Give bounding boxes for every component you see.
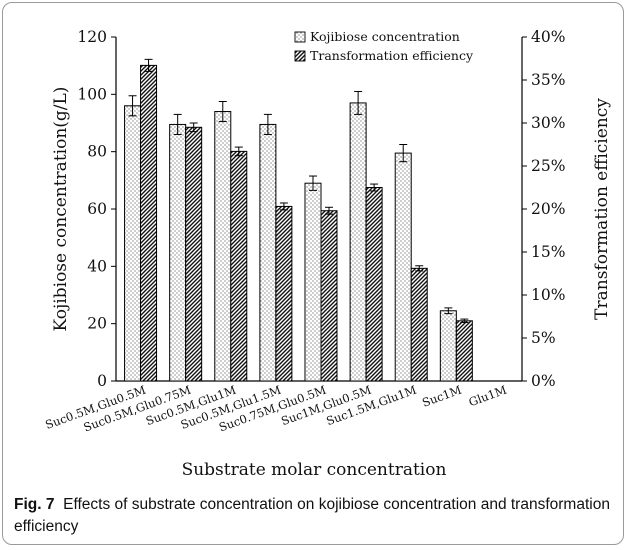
legend: Kojibiose concentration Transformation e… xyxy=(294,29,474,63)
left-ticks: 0 20 40 60 80 100 120 xyxy=(77,28,116,390)
bar-efficiency xyxy=(365,187,383,382)
left-tick-label: 80 xyxy=(87,143,107,161)
right-tick-label: 40% xyxy=(531,28,565,46)
bar-kojibiose xyxy=(439,310,457,382)
bar-efficiency xyxy=(140,64,158,382)
bar-efficiency xyxy=(230,150,248,382)
bar-efficiency xyxy=(320,210,338,382)
y-axis-left-label: Kojibiose concentration(g/L) xyxy=(51,87,71,332)
right-tick-label: 20% xyxy=(531,200,565,218)
x-axis-label: Substrate molar concentration xyxy=(182,460,447,480)
left-tick-label: 0 xyxy=(97,372,107,390)
left-tick-label: 20 xyxy=(87,315,107,333)
caption-text: Effects of substrate concentration on ko… xyxy=(14,496,610,535)
bar-kojibiose xyxy=(169,123,187,382)
bar-efficiency xyxy=(275,205,293,382)
right-tick-label: 0% xyxy=(531,372,556,390)
right-tick-label: 15% xyxy=(531,243,565,261)
left-tick-label: 100 xyxy=(77,85,107,103)
right-tick-label: 35% xyxy=(531,71,565,89)
left-tick-label: 40 xyxy=(87,257,107,275)
bar-kojibiose xyxy=(124,105,142,382)
bar-kojibiose xyxy=(214,111,232,382)
caption-label: Fig. 7 xyxy=(14,496,55,513)
bar-kojibiose xyxy=(349,102,367,382)
bar-efficiency xyxy=(410,267,428,382)
right-tick-label: 25% xyxy=(531,157,565,175)
x-tick-label: Suc1M xyxy=(420,383,463,410)
y-axis-right-label: Transformation efficiency xyxy=(592,98,612,320)
right-ticks: 0% 5% 10% 15% 20% 25% 30% 35% 40% xyxy=(522,28,565,390)
bars xyxy=(124,58,473,382)
legend-label-efficiency: Transformation efficiency xyxy=(310,48,474,63)
x-tick-label: Glu1M xyxy=(467,383,509,410)
x-tick-labels: Suc0.5M,Glu0.5MSuc0.5M,Glu0.75MSuc0.5M,G… xyxy=(43,383,508,435)
bar-kojibiose xyxy=(394,152,412,382)
bar-kojibiose xyxy=(304,182,322,382)
left-tick-label: 60 xyxy=(87,200,107,218)
legend-swatch-kojibiose xyxy=(294,31,306,43)
legend-swatch-efficiency xyxy=(294,50,306,62)
right-tick-label: 30% xyxy=(531,114,565,132)
left-tick-label: 120 xyxy=(77,28,107,46)
figure-caption: Fig. 7 Effects of substrate concentratio… xyxy=(14,494,614,538)
legend-label-kojibiose: Kojibiose concentration xyxy=(310,29,460,44)
right-tick-label: 5% xyxy=(531,329,556,347)
bar-kojibiose xyxy=(259,123,277,382)
chart: 0 20 40 60 80 100 120 0% 5% 10% 15% 20% 25% 30% 35% 40… xyxy=(43,28,612,480)
right-tick-label: 10% xyxy=(531,286,565,304)
bar-efficiency xyxy=(455,320,473,382)
bar-efficiency xyxy=(185,126,203,382)
